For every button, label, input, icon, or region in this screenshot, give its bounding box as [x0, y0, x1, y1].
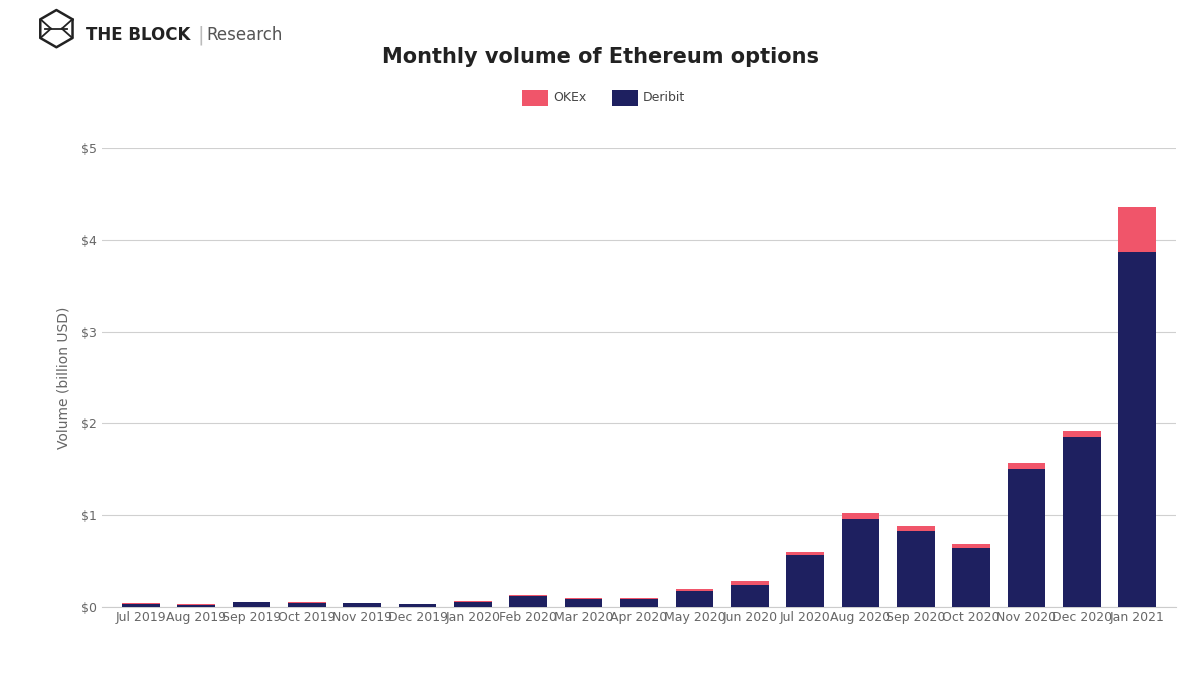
Bar	[1063, 437, 1100, 607]
Text: |: |	[198, 26, 205, 45]
Y-axis label: Volume (billion USD): Volume (billion USD)	[56, 306, 70, 449]
Bar	[565, 599, 602, 607]
Bar	[233, 603, 270, 607]
Bar	[398, 605, 437, 607]
Bar	[786, 555, 824, 607]
Text: OKEx: OKEx	[553, 90, 587, 104]
Bar	[1118, 252, 1156, 607]
Bar	[731, 582, 768, 584]
Bar	[1118, 207, 1156, 252]
Bar	[178, 605, 215, 607]
Text: THE BLOCK: THE BLOCK	[86, 26, 191, 44]
Bar	[676, 589, 713, 590]
Bar	[841, 513, 880, 518]
Bar	[786, 551, 824, 555]
Bar	[676, 590, 713, 607]
Bar	[1008, 469, 1045, 607]
Text: Monthly volume of Ethereum options: Monthly volume of Ethereum options	[382, 47, 818, 67]
Bar	[1063, 431, 1100, 437]
Bar	[953, 548, 990, 607]
Bar	[565, 598, 602, 599]
Bar	[896, 526, 935, 531]
Bar	[620, 599, 658, 607]
Bar	[288, 603, 325, 607]
Bar	[233, 602, 270, 603]
Bar	[953, 544, 990, 548]
Bar	[122, 604, 160, 607]
Bar	[343, 603, 382, 607]
Bar	[454, 601, 492, 602]
Bar	[454, 602, 492, 607]
Bar	[731, 584, 768, 607]
Bar	[510, 594, 547, 596]
Text: Deribit: Deribit	[643, 90, 685, 104]
Bar	[896, 531, 935, 607]
Bar	[841, 518, 880, 607]
Bar	[510, 596, 547, 607]
Text: Research: Research	[206, 26, 283, 44]
Bar	[1008, 463, 1045, 469]
